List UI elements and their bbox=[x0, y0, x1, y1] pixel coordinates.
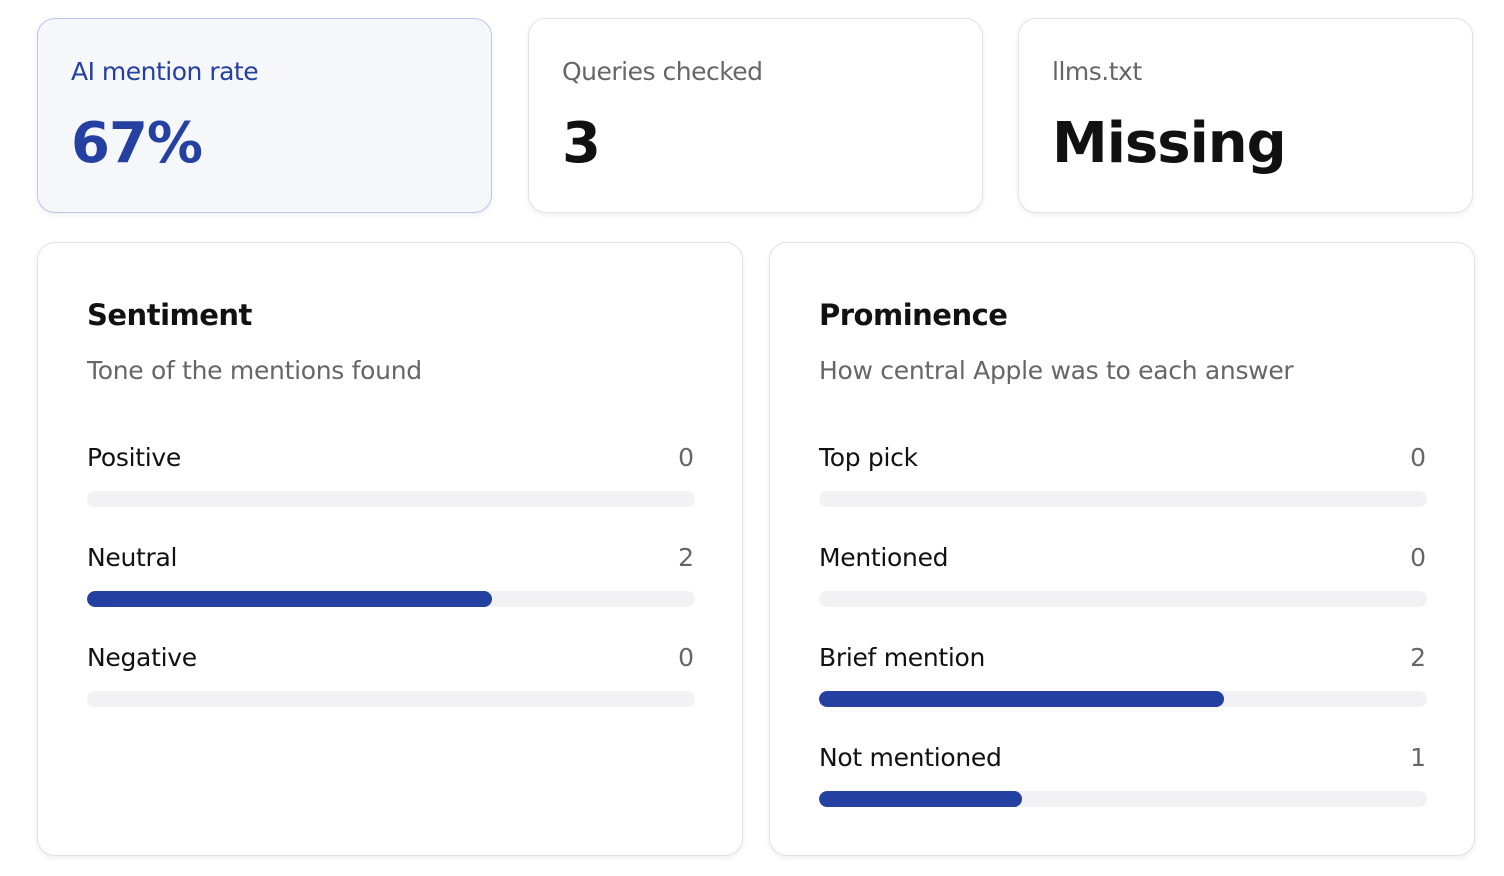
panel-title: Sentiment bbox=[87, 298, 252, 332]
row-label: Negative bbox=[87, 643, 197, 672]
row-label: Brief mention bbox=[819, 643, 986, 672]
panel: Prominence How central Apple was to each… bbox=[769, 242, 1475, 856]
row-label: Neutral bbox=[87, 543, 178, 572]
row-value: 0 bbox=[1410, 443, 1426, 472]
stat-label: Queries checked bbox=[562, 57, 763, 86]
stat-card: llms.txt Missing bbox=[1018, 18, 1473, 213]
row-label: Top pick bbox=[819, 443, 918, 472]
panel-subtitle: Tone of the mentions found bbox=[87, 356, 422, 385]
row-label: Not mentioned bbox=[819, 743, 1002, 772]
row-label: Mentioned bbox=[819, 543, 949, 572]
bar-track bbox=[87, 591, 695, 607]
stat-value: 67% bbox=[71, 111, 203, 176]
bar-fill bbox=[819, 791, 1022, 807]
stat-value: 3 bbox=[562, 111, 601, 176]
bar-fill bbox=[819, 691, 1225, 707]
row-value: 0 bbox=[678, 443, 694, 472]
bar-track bbox=[819, 691, 1427, 707]
panel-title: Prominence bbox=[819, 298, 1008, 332]
bar-track bbox=[819, 591, 1427, 607]
row-value: 0 bbox=[1410, 543, 1426, 572]
panel-subtitle: How central Apple was to each answer bbox=[819, 356, 1294, 385]
bar-track bbox=[819, 791, 1427, 807]
row-value: 1 bbox=[1410, 743, 1426, 772]
stat-label: llms.txt bbox=[1052, 57, 1142, 86]
stat-card: AI mention rate 67% bbox=[37, 18, 492, 213]
bar-track bbox=[87, 491, 695, 507]
panel: Sentiment Tone of the mentions found Pos… bbox=[37, 242, 743, 856]
row-label: Positive bbox=[87, 443, 181, 472]
bar-track bbox=[87, 691, 695, 707]
bar-fill bbox=[87, 591, 493, 607]
stat-card: Queries checked 3 bbox=[528, 18, 983, 213]
row-value: 2 bbox=[1410, 643, 1426, 672]
row-value: 0 bbox=[678, 643, 694, 672]
row-value: 2 bbox=[678, 543, 694, 572]
bar-track bbox=[819, 491, 1427, 507]
stat-label: AI mention rate bbox=[71, 57, 259, 86]
stat-value: Missing bbox=[1052, 111, 1287, 176]
